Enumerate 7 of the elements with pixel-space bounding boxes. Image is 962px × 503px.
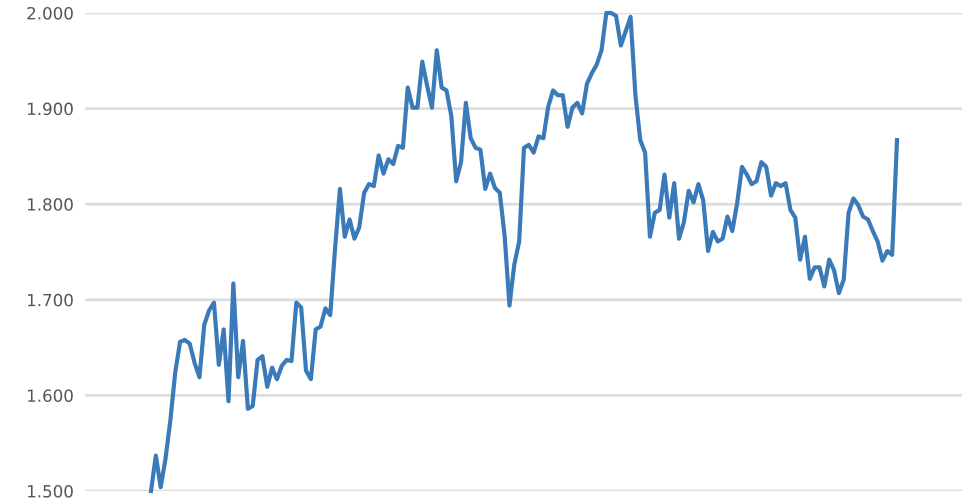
y-tick-label: 1.500 bbox=[28, 484, 73, 498]
y-tick-label: 1.900 bbox=[28, 102, 73, 116]
y-tick-label: 2.000 bbox=[27, 6, 73, 20]
line-series bbox=[148, 10, 900, 494]
y-tick-label: 1.800 bbox=[28, 198, 73, 211]
y-tick-label: 1.600 bbox=[28, 389, 73, 402]
y-tick-label: 1.700 bbox=[28, 294, 73, 306]
